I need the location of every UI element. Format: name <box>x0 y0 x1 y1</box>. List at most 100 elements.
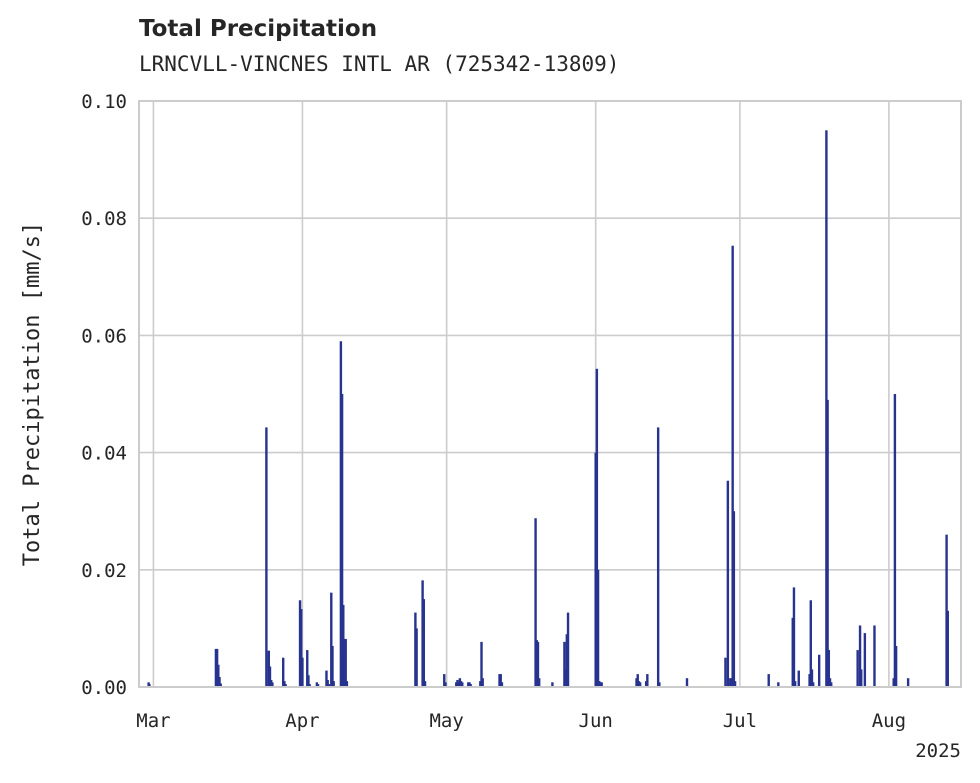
precip-bar <box>301 657 304 687</box>
precip-bar <box>498 674 501 687</box>
precip-bar <box>423 681 427 687</box>
y-tick-label: 0.04 <box>81 443 127 465</box>
precip-bar <box>792 587 796 687</box>
x-tick-label: Aug <box>872 710 906 732</box>
precip-bar <box>325 670 328 687</box>
chart-subtitle: LRNCVLL-VINCNES INTL AR (725342-13809) <box>139 52 620 76</box>
precip-bar <box>791 617 794 687</box>
precip-bar <box>656 427 660 687</box>
precip-bar <box>536 641 540 687</box>
precip-bar <box>461 682 464 687</box>
precip-bar <box>733 681 737 687</box>
precip-bar <box>271 682 274 687</box>
precip-bar <box>777 682 780 687</box>
precip-bar <box>468 682 471 687</box>
precip-bar <box>308 684 311 687</box>
precip-bar <box>830 682 833 687</box>
precip-bar <box>646 674 649 687</box>
x-year-label: 2025 <box>915 740 961 762</box>
precip-bar <box>316 684 320 687</box>
precip-bar <box>422 599 426 687</box>
precip-bar <box>265 427 268 687</box>
x-tick-labels: Mar Apr May Jun Jul Aug <box>136 710 906 732</box>
precip-bar <box>267 650 270 687</box>
precip-bar <box>817 654 821 687</box>
precip-bar <box>534 518 537 687</box>
precip-bar <box>330 592 333 687</box>
precip-bar <box>724 657 727 687</box>
precip-bar <box>793 681 797 687</box>
y-tick-label: 0.10 <box>81 91 127 113</box>
precip-bar <box>307 675 310 687</box>
precip-bar <box>636 674 639 687</box>
precip-bar <box>731 245 734 688</box>
precip-bar <box>860 669 863 687</box>
precip-bar <box>344 638 347 687</box>
precip-bar <box>565 634 569 687</box>
precip-bar <box>298 600 302 687</box>
precip-bar <box>467 682 470 687</box>
precip-bar <box>894 645 898 687</box>
precip-bar <box>499 674 502 687</box>
precip-bar <box>730 678 733 687</box>
precip-bar <box>340 394 344 687</box>
precip-bar <box>856 650 859 687</box>
precip-bar <box>331 645 334 687</box>
precip-bar <box>457 682 460 687</box>
precip-bar <box>893 394 897 687</box>
precip-bar <box>873 625 876 687</box>
precip-bar <box>148 684 151 687</box>
y-tick-label: 0.02 <box>81 560 127 582</box>
precip-bar <box>551 682 554 687</box>
precip-bar <box>599 682 602 687</box>
precip-bar <box>345 681 349 687</box>
precipitation-bars <box>147 130 949 688</box>
y-axis-label: Total Precipitation [mm/s] <box>20 222 45 566</box>
precip-bar <box>342 604 345 687</box>
precip-bar <box>456 679 459 687</box>
precip-bar <box>283 681 286 687</box>
precip-bar <box>414 612 417 687</box>
precip-bar <box>300 609 303 687</box>
precip-bar <box>595 368 599 687</box>
precip-bar <box>469 684 472 687</box>
precip-bar <box>826 399 829 687</box>
precip-bar <box>326 679 329 687</box>
grid-lines <box>139 100 961 688</box>
x-tick-label: Apr <box>285 710 319 732</box>
precip-bar <box>596 569 600 687</box>
precip-bar <box>327 684 331 687</box>
y-tick-label: 0.06 <box>81 325 127 347</box>
precip-bar <box>306 650 309 687</box>
precip-bar <box>421 580 424 687</box>
precip-bar <box>732 511 736 687</box>
precip-bar <box>537 678 541 687</box>
plot-frame <box>138 100 962 688</box>
precip-bar <box>219 683 222 687</box>
x-tick-label: Mar <box>136 710 170 732</box>
precip-bar <box>825 130 828 688</box>
precip-bar <box>906 678 910 687</box>
precip-bar <box>827 650 831 687</box>
x-tick-label: Jul <box>723 710 757 732</box>
precip-bar <box>685 678 689 687</box>
precip-bar <box>726 480 730 687</box>
precip-bar <box>810 669 814 687</box>
x-tick-label: Jun <box>579 710 613 732</box>
precip-bar <box>415 628 418 687</box>
precip-bar <box>339 341 343 687</box>
y-tick-labels: 0.00 0.02 0.04 0.06 0.08 0.10 <box>81 91 127 699</box>
y-tick-label: 0.00 <box>81 677 127 699</box>
precip-bar <box>282 657 285 687</box>
precip-bar <box>444 682 447 687</box>
precip-bar <box>218 677 221 687</box>
precip-bar <box>600 682 603 687</box>
precip-bar <box>946 610 949 687</box>
chart-title: Total Precipitation <box>139 16 378 42</box>
precip-bar <box>215 648 219 687</box>
precip-bar <box>566 612 570 687</box>
precip-bar <box>811 682 815 687</box>
precip-bar <box>500 682 504 687</box>
precip-bar <box>268 666 272 687</box>
